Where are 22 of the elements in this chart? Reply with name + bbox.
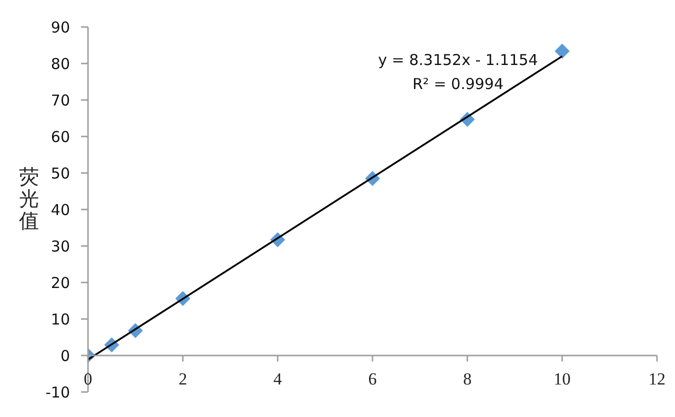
y-tick-label: 40 — [50, 200, 70, 219]
y-tick-label: 50 — [50, 164, 70, 182]
x-tick-label: 2 — [178, 369, 188, 388]
y-axis-title: 荧光值 — [19, 164, 39, 233]
annotation: R² = 0.9994 — [411, 74, 505, 95]
point — [554, 44, 570, 59]
y-tick-label: 70 — [50, 91, 70, 110]
x-tick-label: 4 — [273, 369, 282, 388]
y-tick-label: 10 — [50, 310, 70, 328]
y-tick-label: 80 — [50, 54, 70, 73]
y-tick-label: -10 — [46, 383, 70, 402]
y-tick-label: 0 — [60, 346, 70, 365]
x-tick-label: 6 — [368, 369, 377, 388]
x-tick-label: 12 — [648, 369, 666, 388]
y-tick-label: 60 — [50, 128, 70, 146]
y-tick-label: 90 — [50, 18, 70, 36]
x-tick-label: 8 — [463, 369, 472, 388]
y-tick-label: 30 — [50, 237, 70, 256]
x-tick-label: 0 — [84, 369, 92, 388]
annotation: y = 8.3152x - 1.1154 — [377, 50, 539, 71]
y-tick-label: 20 — [50, 274, 70, 292]
x-tick-label: 10 — [554, 369, 571, 388]
